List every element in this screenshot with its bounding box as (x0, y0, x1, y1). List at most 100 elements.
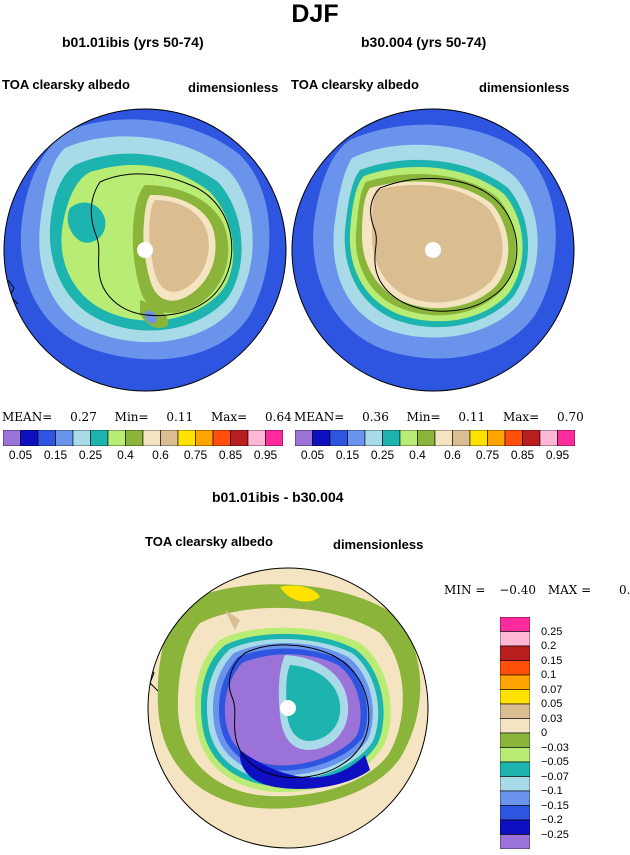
diff-colorbar-tick-label: 0.1 (541, 669, 557, 681)
albedo-contour-low-1 (67, 202, 106, 243)
max-label: MAX = (547, 583, 592, 597)
diff-colorbar-swatch (500, 747, 530, 763)
diff-colorbar-tick-label: −0.15 (541, 799, 569, 812)
mean-label: MEAN= (294, 410, 345, 424)
panel-2-stats: MEAN= 0.36 Min= 0.11 Max= 0.70 (294, 410, 584, 424)
diff-colorbar-swatch (500, 805, 530, 821)
min-value: 0.11 (458, 410, 486, 424)
panel-1-stats: MEAN= 0.27 Min= 0.11 Max= 0.64 (2, 410, 292, 424)
panel-1-variable-label: TOA clearsky albedo (2, 77, 130, 92)
colorbar-swatch (347, 430, 366, 446)
colorbar-tick-label: 0.85 (218, 448, 243, 462)
max-value: 0.06 (619, 583, 630, 597)
colorbar-2 (295, 430, 575, 446)
max-value: 0.64 (265, 410, 292, 424)
map-border (291, 108, 575, 392)
albedo-contour-0.7 (149, 200, 209, 292)
colorbar-1 (3, 430, 283, 446)
colorbar-swatch (107, 430, 126, 446)
diff-colorbar-tick-label: −0.03 (541, 741, 569, 754)
panel-2-title: b30.004 (yrs 50-74) (361, 34, 487, 50)
colorbar-swatch (195, 430, 214, 446)
diff-colorbar-tick-label: 0.05 (541, 698, 563, 710)
antarctica-coastline (370, 177, 518, 312)
diff-colorbar-tick-label: 0.2 (541, 640, 557, 652)
map-border (3, 108, 287, 392)
albedo-contour-low-2 (144, 310, 157, 324)
colorbar-swatch (399, 430, 418, 446)
min-value: 0.11 (166, 410, 194, 424)
diff-colorbar-swatch (500, 631, 530, 647)
colorbar-swatch (55, 430, 74, 446)
min-label: Min= (406, 410, 441, 424)
colorbar-swatch (20, 430, 39, 446)
diff-colorbar-tick-label: 0 (541, 727, 548, 739)
diff-colorbar-tick-label: 0.15 (541, 654, 563, 667)
diff-colorbar-swatch (500, 674, 530, 690)
diff-colorbar-tick-label: 0.03 (541, 712, 563, 725)
colorbar-swatch (364, 430, 383, 446)
panel-1-title: b01.01ibis (yrs 50-74) (62, 34, 204, 50)
diff-colorbar-tick-label: −0.05 (541, 756, 569, 768)
diff-colorbar-swatch (500, 790, 530, 806)
colorbar-swatch (295, 430, 313, 446)
colorbar-swatch (417, 430, 436, 446)
diff-contour-positive-2 (280, 585, 320, 602)
diff-colorbar-tick-label: −0.2 (541, 814, 563, 826)
colorbar-swatch (522, 430, 541, 446)
mean-value: 0.27 (70, 410, 97, 424)
colorbar-swatch (230, 430, 249, 446)
pole-mask (280, 700, 296, 716)
colorbar-swatch (329, 430, 348, 446)
max-label: Max= (502, 410, 540, 424)
diff-colorbar-swatch (500, 776, 530, 792)
diff-panel-variable-label: TOA clearsky albedo (145, 534, 273, 549)
diff-colorbar-swatch (500, 819, 530, 835)
colorbar-swatch (382, 430, 401, 446)
diff-panel-units-label: dimensionless (333, 537, 424, 552)
colorbar-tick-label: 0.25 (370, 448, 395, 462)
colorbar-swatch (177, 430, 196, 446)
diff-colorbar-swatch (500, 617, 530, 632)
colorbar-swatch (434, 430, 453, 446)
colorbar-swatch (142, 430, 161, 446)
diff-colorbar-tick-label: 0.25 (541, 625, 563, 638)
mean-value: 0.36 (362, 410, 389, 424)
colorbar-1-labels: 0.05 0.15 0.25 0.4 0.6 0.75 0.85 0.95 (3, 448, 283, 464)
colorbar-tick-label: 0.4 (117, 448, 134, 462)
colorbar-swatch (160, 430, 179, 446)
diff-contour-positive-1 (225, 610, 240, 630)
map-panel-diff (147, 567, 429, 849)
min-value: −0.40 (499, 583, 537, 597)
colorbar-tick-label: 0.95 (253, 448, 278, 462)
main-title: DJF (291, 0, 339, 28)
colorbar-tick-label: 0.15 (335, 448, 360, 462)
diff-colorbar-tick-label: −0.07 (541, 770, 569, 783)
max-value: 0.70 (557, 410, 584, 424)
diff-colorbar-tick-label: −0.1 (541, 785, 563, 797)
colorbar-swatch (212, 430, 231, 446)
diff-colorbar-swatch (500, 689, 530, 705)
colorbar-tick-label: 0.25 (78, 448, 103, 462)
colorbar-tick-label: 0.05 (300, 448, 325, 462)
mean-label: MEAN= (2, 410, 53, 424)
colorbar-swatch (452, 430, 471, 446)
colorbar-tick-label: 0.15 (43, 448, 68, 462)
pole-mask (137, 242, 153, 258)
colorbar-swatch (125, 430, 144, 446)
max-label: Max= (210, 410, 248, 424)
colorbar-swatch (265, 430, 283, 446)
colorbar-swatch (557, 430, 575, 446)
colorbar-2-labels: 0.05 0.15 0.25 0.4 0.6 0.75 0.85 0.95 (295, 448, 575, 464)
colorbar-tick-label: 0.4 (409, 448, 426, 462)
panel-2-units-label: dimensionless (479, 80, 570, 95)
colorbar-swatch (312, 430, 331, 446)
panel-1-units-label: dimensionless (188, 80, 279, 95)
min-label: MIN = (444, 583, 486, 597)
min-label: Min= (114, 410, 149, 424)
diff-panel-title: b01.01ibis - b30.004 (212, 489, 344, 505)
diff-colorbar-swatch (500, 761, 530, 777)
map-border (147, 567, 429, 849)
colorbar-tick-label: 0.75 (183, 448, 208, 462)
colorbar-swatch (3, 430, 21, 446)
